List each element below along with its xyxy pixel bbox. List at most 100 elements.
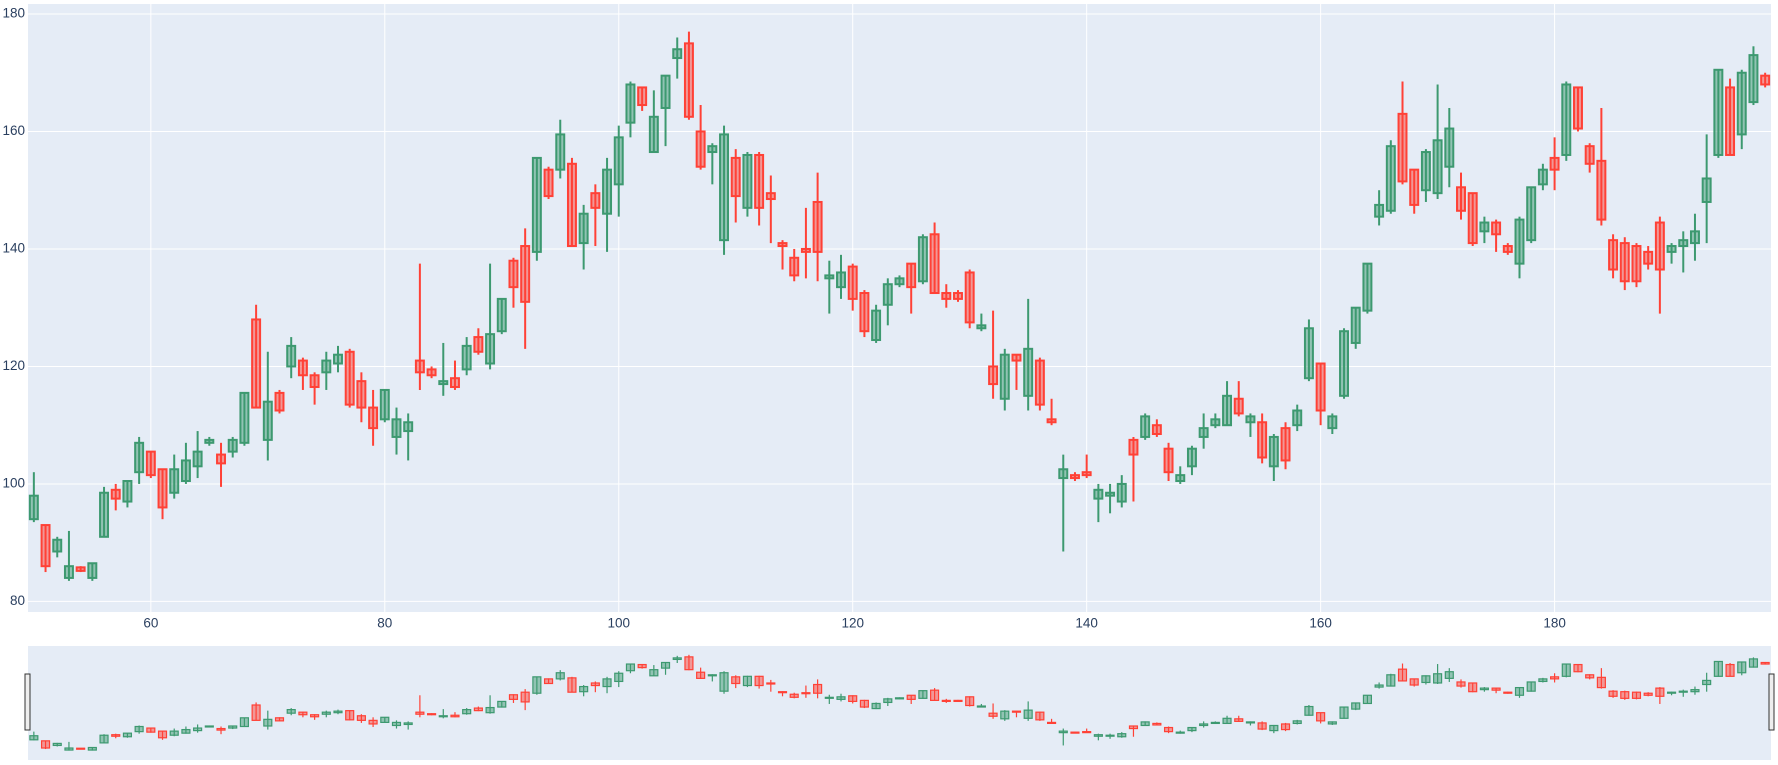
candle-body bbox=[1561, 663, 1571, 677]
candle-body bbox=[1479, 687, 1489, 691]
candle-body bbox=[941, 292, 952, 300]
candle-body bbox=[625, 663, 636, 672]
candle-body bbox=[567, 677, 577, 693]
range-slider[interactable] bbox=[28, 646, 1771, 760]
candle-body bbox=[496, 297, 507, 333]
candle-body bbox=[227, 438, 238, 453]
candle-body bbox=[344, 350, 355, 406]
candle-body bbox=[1351, 702, 1361, 710]
candle-body bbox=[906, 694, 916, 700]
slider-handle-right[interactable] bbox=[1768, 673, 1775, 731]
candle-body bbox=[310, 714, 320, 718]
candle-body bbox=[1082, 731, 1092, 734]
candle-body bbox=[1327, 415, 1338, 430]
candle-body bbox=[145, 450, 156, 477]
slider-handle-left[interactable] bbox=[24, 673, 31, 731]
candle-body bbox=[345, 710, 355, 721]
x-tick-label: 180 bbox=[1543, 616, 1566, 631]
candle-body bbox=[812, 200, 823, 253]
candle-body bbox=[391, 418, 402, 438]
candle-body bbox=[988, 365, 999, 386]
candle-body bbox=[579, 685, 589, 693]
candle-body bbox=[1234, 718, 1244, 722]
candle-body bbox=[1362, 262, 1373, 312]
candle-body bbox=[602, 168, 613, 215]
candle-body bbox=[1725, 663, 1735, 677]
candle-body bbox=[1690, 689, 1700, 693]
candle-body bbox=[1584, 145, 1595, 165]
candle-body bbox=[1175, 474, 1186, 483]
candle-body bbox=[87, 746, 97, 751]
candle-body bbox=[63, 565, 74, 579]
candle-body bbox=[1257, 421, 1268, 459]
candle-body bbox=[754, 153, 765, 209]
y-tick-label: 100 bbox=[2, 476, 25, 491]
candle-body bbox=[953, 699, 963, 703]
candle-body bbox=[1081, 471, 1092, 477]
candle-body bbox=[438, 715, 448, 718]
candle-body bbox=[555, 672, 565, 680]
candle-body bbox=[1140, 415, 1151, 438]
candle-body bbox=[1011, 353, 1022, 362]
candle-body bbox=[1432, 139, 1443, 195]
candle-body bbox=[262, 400, 273, 441]
candle-body bbox=[40, 740, 51, 749]
x-tick-label: 80 bbox=[377, 616, 392, 631]
candle-body bbox=[1549, 156, 1560, 171]
candle-body bbox=[1619, 242, 1630, 283]
candle-body bbox=[1573, 86, 1583, 130]
x-tick-label: 120 bbox=[841, 616, 864, 631]
candle-body bbox=[1643, 692, 1653, 696]
candle-body bbox=[614, 672, 624, 683]
y-tick-label: 80 bbox=[10, 593, 25, 608]
candle-body bbox=[1151, 424, 1162, 436]
candle-body bbox=[1327, 721, 1337, 725]
candle-body bbox=[1748, 54, 1759, 104]
candle-body bbox=[1561, 83, 1572, 156]
candle-body bbox=[169, 468, 180, 494]
candle-body bbox=[461, 344, 472, 371]
candle-body bbox=[1479, 221, 1490, 233]
candle-body bbox=[180, 459, 191, 483]
candle-body bbox=[52, 538, 63, 553]
candle-body bbox=[1702, 679, 1712, 686]
candle-body bbox=[765, 192, 776, 201]
candle-body bbox=[193, 727, 203, 732]
candle-body bbox=[1128, 725, 1139, 730]
candle-body bbox=[824, 274, 835, 280]
y-tick-label: 180 bbox=[2, 6, 25, 21]
candle-body bbox=[485, 706, 495, 714]
candle-body bbox=[1023, 347, 1034, 397]
candle-body bbox=[941, 699, 951, 703]
candle-body bbox=[1105, 734, 1115, 737]
candle-body bbox=[122, 732, 133, 738]
candle-body bbox=[391, 721, 402, 727]
candle-body bbox=[1292, 720, 1302, 725]
candle-body bbox=[1573, 663, 1583, 673]
candle-body bbox=[836, 696, 846, 700]
candle-body bbox=[239, 391, 250, 444]
candle-body bbox=[1713, 68, 1724, 156]
candle-body bbox=[660, 74, 671, 109]
candle-body bbox=[1514, 218, 1525, 265]
candle-body bbox=[1514, 686, 1525, 696]
candle-body bbox=[930, 689, 940, 701]
candle-body bbox=[379, 388, 390, 421]
candle-body bbox=[1152, 722, 1162, 726]
candle-body bbox=[1222, 394, 1233, 427]
candle-body bbox=[1198, 427, 1209, 438]
candle-body bbox=[917, 236, 928, 283]
candle-body bbox=[1666, 245, 1677, 253]
candle-body bbox=[1105, 491, 1116, 497]
candle-body bbox=[216, 453, 226, 465]
x-tick-label: 100 bbox=[607, 616, 630, 631]
candle-body bbox=[566, 162, 577, 248]
candle-body bbox=[742, 675, 753, 687]
candle-body bbox=[731, 676, 741, 685]
y-tick-label: 120 bbox=[2, 358, 25, 373]
candle-body bbox=[847, 265, 858, 300]
candle-body bbox=[1058, 468, 1069, 480]
candle-body bbox=[286, 344, 297, 368]
candle-body bbox=[1748, 658, 1759, 668]
